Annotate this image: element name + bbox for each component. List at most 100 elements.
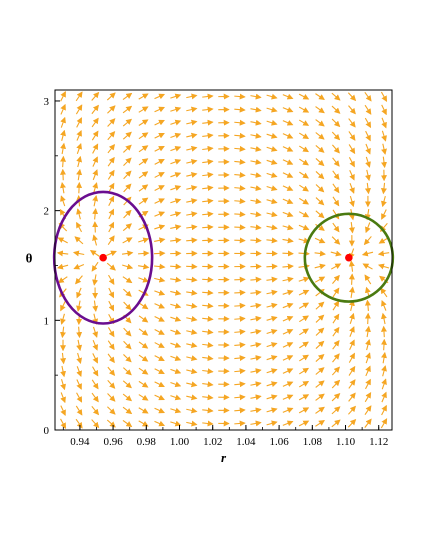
field-arrow	[315, 353, 325, 362]
field-arrow	[92, 208, 99, 220]
field-arrow	[348, 144, 356, 155]
field-arrow	[154, 119, 165, 126]
field-arrow	[138, 407, 149, 414]
field-arrow	[138, 394, 149, 401]
field-arrow	[299, 341, 309, 349]
field-arrow	[331, 105, 341, 114]
field-arrow	[107, 340, 115, 351]
field-arrow	[315, 380, 325, 388]
field-arrow	[154, 198, 165, 204]
field-arrow	[106, 92, 116, 101]
field-arrow	[250, 381, 262, 388]
field-arrow	[186, 106, 198, 113]
equilibrium-points	[99, 253, 353, 262]
field-arrow	[76, 379, 82, 390]
field-arrow	[282, 289, 294, 296]
field-arrow	[123, 301, 132, 311]
field-arrow	[266, 315, 278, 322]
field-arrow	[331, 131, 341, 141]
field-arrow	[250, 276, 262, 283]
field-arrow	[282, 381, 294, 387]
field-arrow	[332, 196, 340, 207]
field-arrow	[202, 407, 214, 414]
field-arrow	[348, 392, 356, 402]
field-arrow	[250, 237, 262, 244]
field-arrow	[282, 302, 294, 309]
field-arrow	[365, 338, 371, 351]
field-arrow	[250, 185, 262, 192]
field-arrow	[154, 145, 165, 152]
field-arrow	[364, 104, 372, 115]
field-arrow	[234, 407, 246, 414]
field-arrow	[380, 287, 388, 298]
field-arrow	[250, 93, 262, 100]
field-arrow	[348, 405, 356, 415]
field-arrow	[138, 184, 149, 192]
field-arrow	[266, 289, 278, 296]
field-arrow	[234, 381, 246, 388]
field-arrow	[122, 393, 133, 402]
field-arrow	[154, 355, 165, 361]
field-arrow	[282, 342, 294, 348]
field-arrow	[123, 183, 132, 193]
field-arrow	[186, 211, 198, 218]
field-arrow	[234, 368, 246, 375]
field-arrow	[123, 354, 132, 363]
field-arrow	[60, 418, 66, 429]
field-arrow	[234, 211, 246, 218]
field-arrow	[138, 289, 149, 296]
field-arrow	[282, 224, 294, 231]
field-arrow	[60, 116, 66, 128]
field-arrow	[154, 132, 165, 139]
field-arrow	[298, 289, 310, 296]
field-arrow	[91, 405, 100, 416]
field-arrow	[202, 185, 214, 192]
field-arrow	[122, 276, 133, 284]
field-arrow	[60, 90, 66, 102]
field-arrow	[75, 405, 83, 416]
y-tick-label: 0	[44, 425, 50, 437]
field-arrow	[298, 119, 310, 126]
field-arrow	[60, 195, 66, 207]
field-arrow	[315, 327, 325, 336]
field-arrow	[282, 120, 294, 126]
field-arrow	[170, 276, 182, 283]
field-arrow	[332, 157, 340, 167]
field-arrow	[57, 237, 68, 244]
field-arrow	[234, 185, 246, 192]
field-arrow	[250, 368, 262, 375]
field-arrow	[107, 353, 115, 364]
field-arrow	[170, 381, 182, 388]
field-arrow	[332, 326, 340, 337]
field-arrow	[202, 420, 214, 427]
field-arrow	[154, 394, 165, 401]
field-arrow	[315, 223, 325, 231]
field-arrow	[282, 159, 294, 165]
field-arrow	[122, 131, 132, 140]
field-arrow	[186, 381, 198, 388]
field-arrow	[154, 211, 166, 217]
field-arrow	[106, 262, 116, 271]
field-arrow	[138, 302, 149, 310]
field-arrow	[186, 394, 198, 401]
field-arrow	[60, 300, 66, 312]
field-arrow	[186, 420, 198, 427]
field-arrow	[378, 263, 390, 270]
field-arrow	[154, 237, 166, 244]
x-tick-label: 1.12	[369, 436, 388, 448]
field-arrow	[76, 208, 82, 220]
field-arrow	[60, 181, 66, 194]
field-arrow	[186, 158, 198, 165]
field-arrow	[154, 185, 165, 191]
plot-frame	[54, 89, 393, 431]
field-arrow	[107, 235, 115, 246]
field-arrow	[250, 172, 262, 178]
field-arrow	[170, 119, 182, 126]
field-arrow	[315, 314, 325, 323]
field-arrow	[266, 119, 278, 126]
field-arrow	[60, 313, 66, 325]
field-arrow	[266, 302, 278, 309]
field-arrow	[92, 234, 98, 246]
field-arrow	[250, 420, 262, 427]
field-arrow	[76, 117, 82, 128]
